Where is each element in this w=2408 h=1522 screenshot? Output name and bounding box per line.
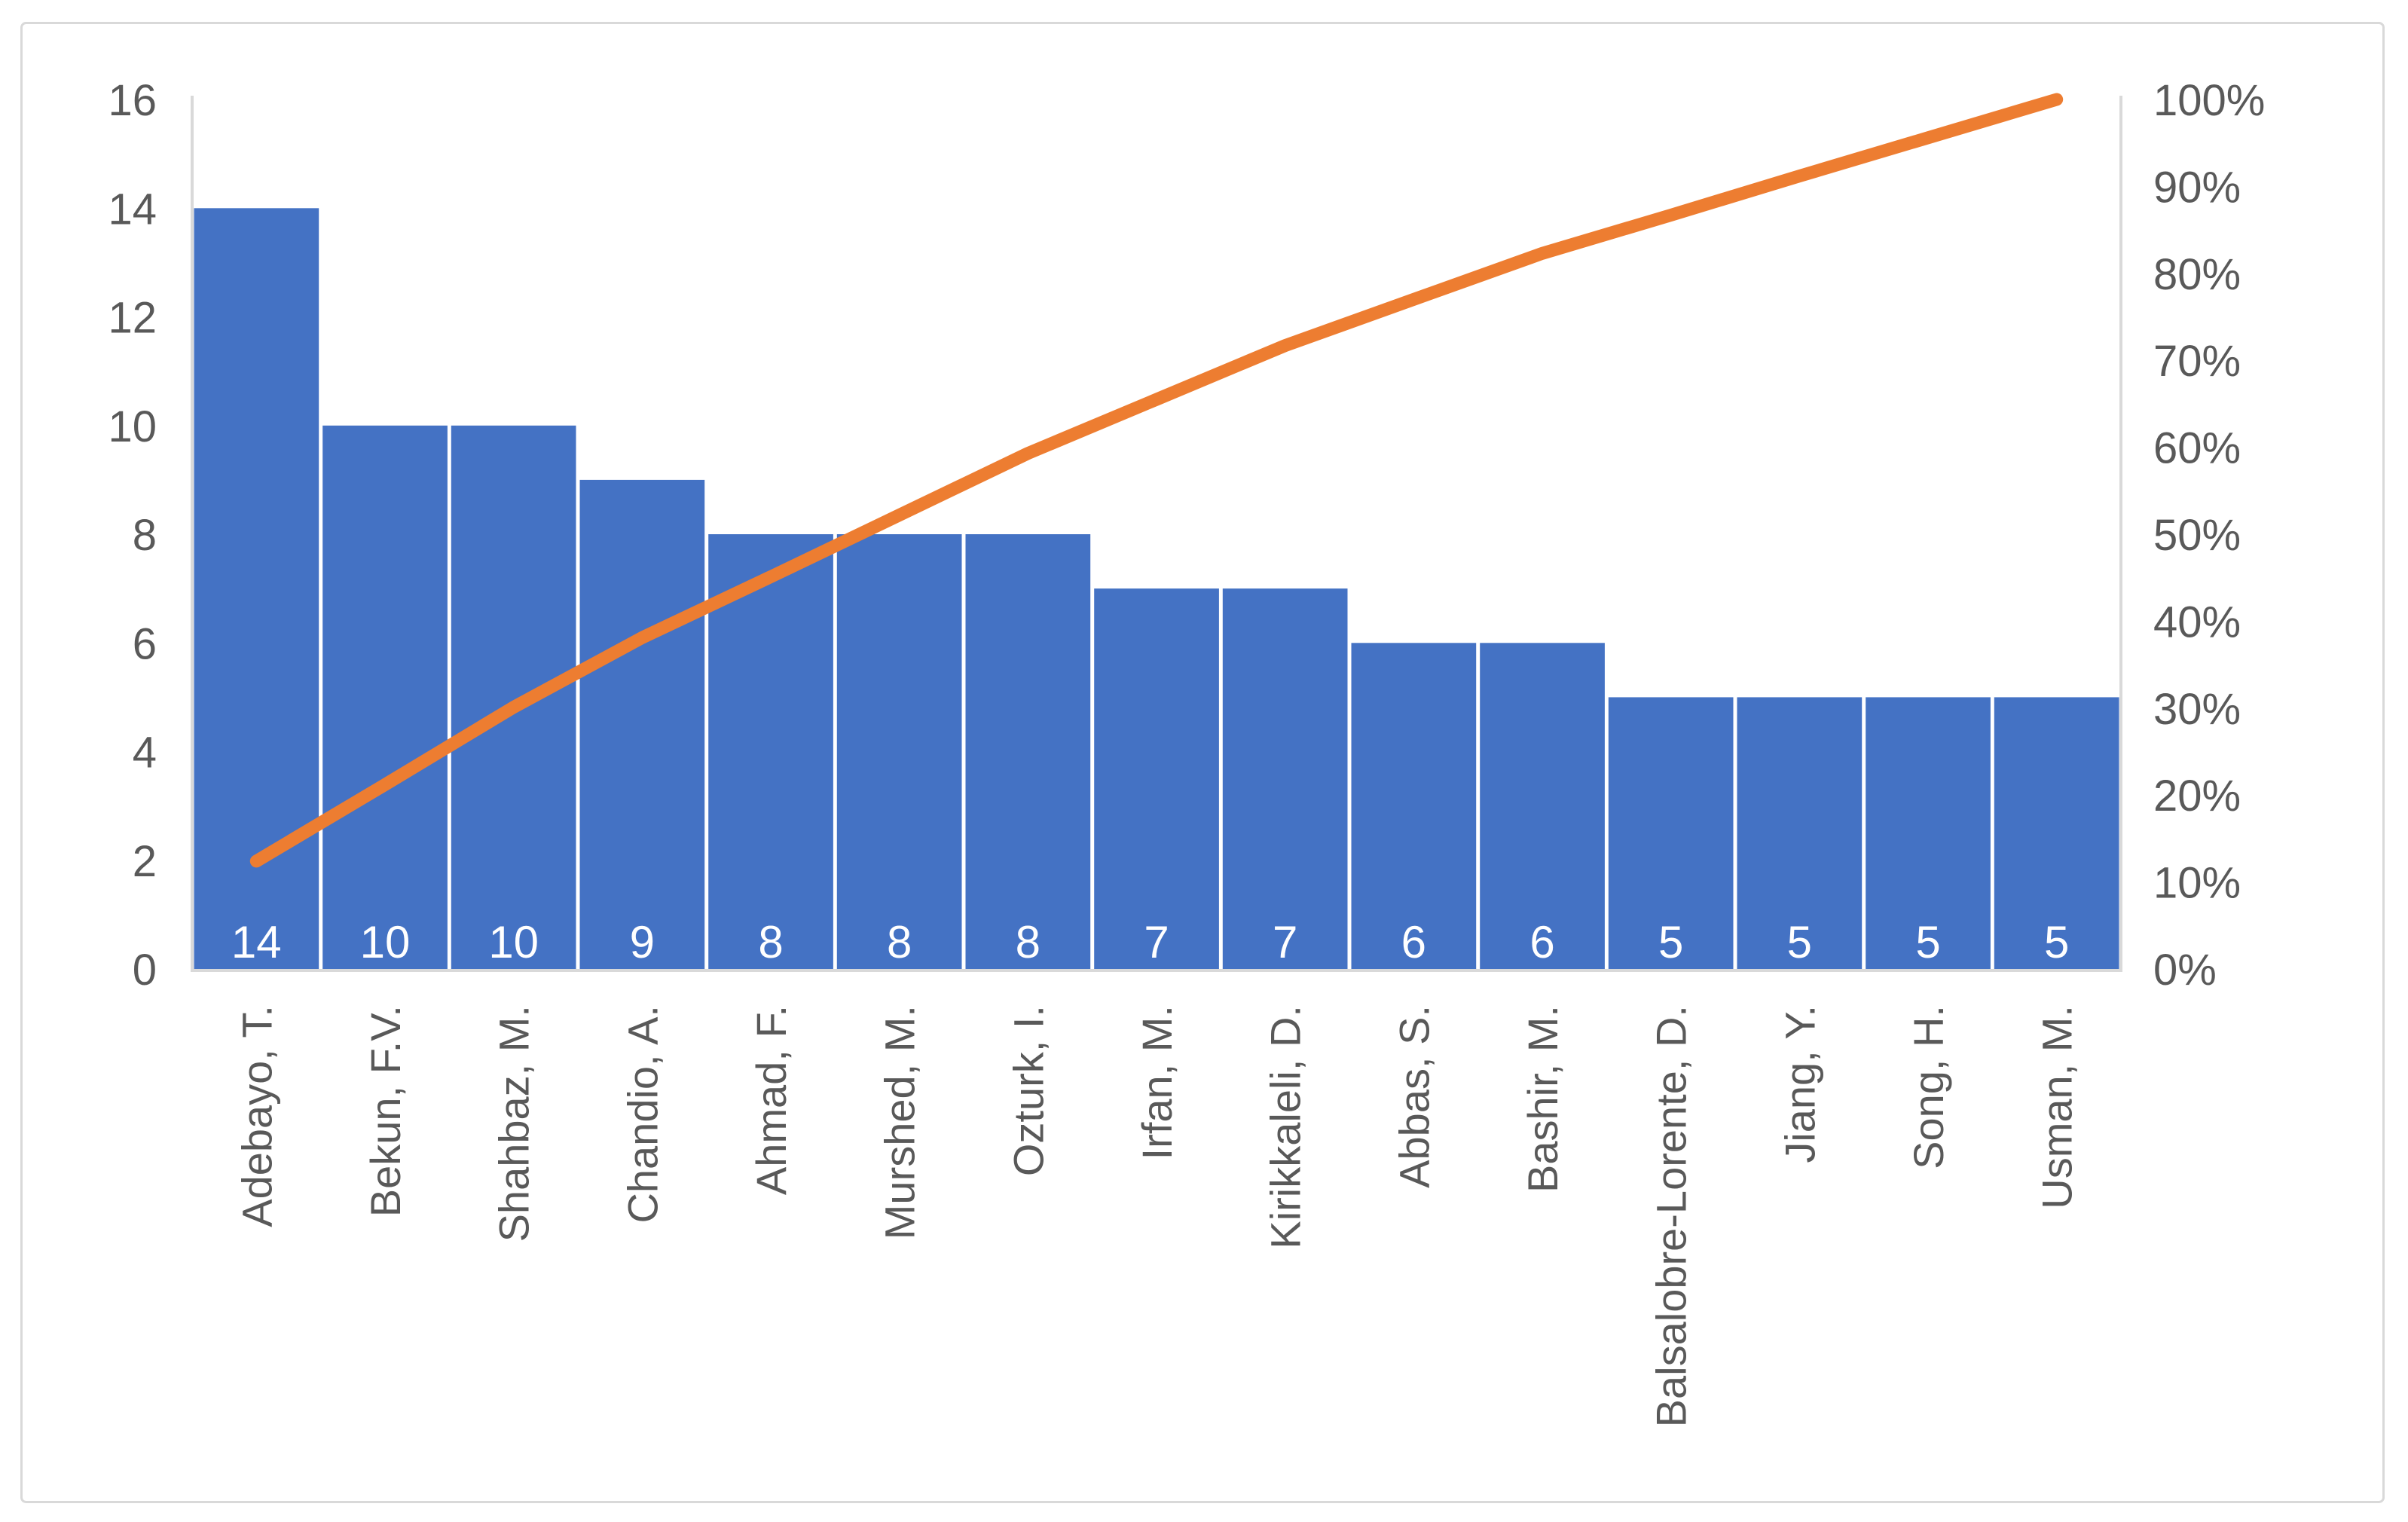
bar [451, 425, 576, 970]
x-axis-category-label: Ozturk, I. [1004, 1005, 1052, 1176]
x-axis-category-label: Shahbaz, M. [490, 1005, 538, 1242]
primary-axis-tick-label: 4 [133, 729, 157, 778]
secondary-axis-tick-label: 30% [2153, 685, 2241, 734]
x-axis-category-label: Irfan, M. [1133, 1005, 1181, 1160]
x-axis-category-label: Bekun, F.V. [362, 1005, 409, 1217]
primary-axis-tick-label: 12 [108, 294, 157, 343]
bar [1994, 697, 2119, 969]
bar [965, 534, 1091, 969]
bar-data-label: 6 [1529, 917, 1554, 967]
bar-data-label: 9 [630, 917, 655, 967]
secondary-axis-tick-label: 10% [2153, 859, 2241, 908]
secondary-axis-tick-label: 100% [2153, 76, 2265, 125]
primary-axis-tick-label: 10 [108, 402, 157, 451]
bar [1222, 588, 1348, 969]
bar [1480, 643, 1605, 970]
bar [579, 479, 705, 969]
bar [1608, 697, 1734, 969]
bar-data-label: 5 [2044, 917, 2069, 967]
bar-data-label: 5 [1658, 917, 1683, 967]
x-axis-category-label: Abbas, S. [1390, 1005, 1438, 1188]
bar-data-label: 8 [758, 917, 783, 967]
x-axis-category-label: Song, H. [1905, 1005, 1952, 1169]
bar-data-label: 14 [231, 917, 282, 967]
primary-axis-tick-label: 0 [133, 946, 157, 995]
bar-data-label: 6 [1401, 917, 1426, 967]
secondary-axis-tick-label: 20% [2153, 772, 2241, 821]
primary-axis-tick-label: 16 [108, 76, 157, 125]
x-axis-category-label: Jiang, Y. [1776, 1005, 1823, 1163]
bar-data-label: 7 [1273, 917, 1297, 967]
primary-axis-tick-label: 6 [133, 619, 157, 668]
secondary-axis-tick-label: 50% [2153, 511, 2241, 560]
x-axis-category-label: Ahmad, F. [747, 1005, 795, 1195]
x-axis-category-label: Bashir, M. [1519, 1005, 1566, 1193]
primary-axis-tick-label: 14 [108, 185, 157, 234]
bar [1351, 643, 1477, 970]
x-axis-category-label: Chandio, A. [619, 1005, 666, 1224]
bar [708, 534, 833, 969]
x-axis-category-label: Usman, M. [2034, 1005, 2081, 1209]
bar-data-label: 10 [488, 917, 539, 967]
x-axis-category-label: Kirikkaleli, D. [1262, 1005, 1309, 1249]
cumulative-line [249, 93, 2064, 868]
bar-data-label: 5 [1915, 917, 1940, 967]
bar-data-label: 7 [1144, 917, 1169, 967]
secondary-axis-tick-label: 90% [2153, 163, 2241, 212]
secondary-axis-tick-label: 60% [2153, 424, 2241, 473]
bar [836, 534, 962, 969]
x-axis-category-label: Adebayo, T. [233, 1005, 280, 1227]
bar [1094, 588, 1219, 969]
bar-data-label: 8 [887, 917, 912, 967]
secondary-axis-tick-label: 0% [2153, 946, 2217, 995]
x-axis-category-label: Murshed, M. [876, 1005, 924, 1239]
bar [1737, 697, 1863, 969]
secondary-axis-tick-label: 40% [2153, 597, 2241, 646]
secondary-axis-tick-label: 70% [2153, 337, 2241, 386]
bar-data-label: 5 [1787, 917, 1812, 967]
figure-border [20, 22, 2385, 1503]
primary-axis-tick-label: 8 [133, 511, 157, 560]
secondary-axis-tick-label: 80% [2153, 250, 2241, 299]
bar-data-label: 8 [1016, 917, 1041, 967]
bar [1866, 697, 1991, 969]
x-axis-category-label: Balsalobre-Lorente, D. [1648, 1005, 1695, 1427]
bar [322, 425, 448, 970]
primary-axis-tick-label: 2 [133, 837, 157, 886]
bar-data-label: 10 [360, 917, 411, 967]
